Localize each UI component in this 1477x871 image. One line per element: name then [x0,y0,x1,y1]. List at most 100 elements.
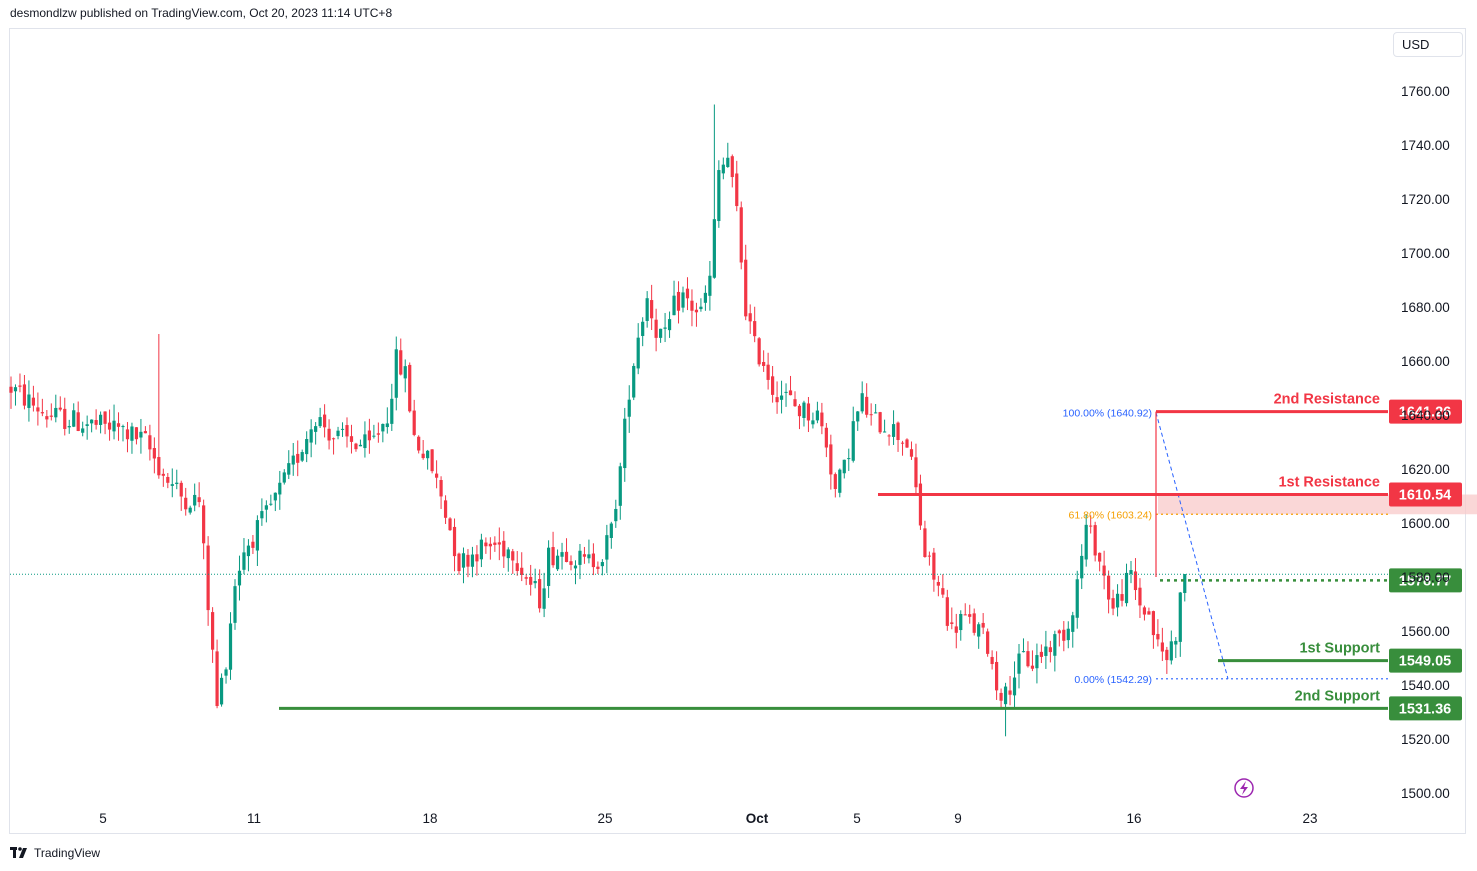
level-name-label: 1st Support [1299,641,1380,657]
candle-body [76,412,80,432]
level-price-tag-label: 1549.05 [1399,654,1451,670]
candle-body [941,588,945,595]
candle-body [573,565,578,569]
candle-body [1075,579,1079,618]
candle-body [1133,571,1138,591]
candle-body [1035,655,1039,669]
candle-body [394,349,398,398]
candle-body [538,579,542,609]
candle-body [421,453,425,459]
candle-body [1044,646,1048,656]
level-name-label: 1st Resistance [1278,475,1380,491]
candle-body [918,483,923,526]
y-tick-label: 1760.00 [1401,84,1450,99]
candle-body [891,424,896,437]
candle-body [1156,633,1160,640]
candle-body [72,410,76,427]
candle-body [824,427,828,448]
candle-body [878,412,882,433]
fib-trendline [1155,412,1229,679]
candle-body [488,543,492,547]
candle-body [963,614,967,616]
level-price-tag-label: 1641.26 [1399,405,1451,421]
candle-body [784,391,788,393]
candle-body [493,542,497,545]
candle-body [497,542,501,545]
candle-body [927,555,931,557]
lightning-icon [1234,778,1254,798]
candle-body [327,428,331,441]
candle-body [672,295,676,316]
candle-body [202,505,206,544]
candle-body [851,421,855,461]
x-tick-label: 25 [597,811,612,826]
candle-body [614,508,618,522]
candle-body [1026,651,1030,667]
candle-body [139,431,143,438]
footer-brand[interactable]: TradingView [10,846,100,860]
candle-body [260,511,264,519]
candle-body [228,623,233,670]
candle-body [287,463,291,475]
candle-body [116,423,121,427]
candle-body [278,482,282,495]
x-tick-label: Oct [746,811,769,826]
candle-body [273,492,277,501]
candle-body [1174,640,1178,645]
candle-body [900,442,905,444]
level-name-label: 2nd Resistance [1274,392,1380,408]
candle-body [609,523,613,538]
candle-body [484,542,488,547]
candle-body [381,423,385,432]
candle-body [811,420,815,425]
candle-body [636,337,640,369]
y-tick-label: 1620.00 [1401,462,1450,477]
candle-body [148,435,152,450]
candle-body [1147,611,1151,615]
candle-body [981,622,985,628]
currency-selector-button[interactable]: USD [1393,32,1463,57]
candle-body [896,422,900,441]
x-tick-label: 5 [853,811,861,826]
candle-body [197,497,201,503]
y-tick-label: 1600.00 [1401,516,1450,531]
candle-body [143,431,147,434]
y-tick-label: 1720.00 [1401,192,1450,207]
candle-body [699,306,703,310]
candle-body [771,376,775,395]
candle-body [479,539,483,560]
level-price-tag [1389,568,1462,593]
x-tick-label: 16 [1126,811,1141,826]
candle-body [237,570,242,586]
candle-body [735,173,739,207]
candle-body [829,444,833,475]
candle-body [676,291,681,311]
candle-body [349,436,354,442]
candle-body [564,551,569,563]
candle-body [376,433,380,435]
candle-body [560,552,564,557]
candle-body [372,435,376,437]
candle-body [883,431,887,433]
candle-body [412,410,416,435]
y-tick-label: 1640.00 [1401,408,1450,423]
candle-body [9,386,13,393]
candle-body [90,419,94,424]
y-tick-label: 1660.00 [1401,354,1450,369]
candle-body [188,507,192,513]
candle-body [22,384,27,406]
candle-body [515,563,519,571]
y-tick-label: 1680.00 [1401,300,1450,315]
candle-body [623,418,627,469]
candle-body [130,426,134,441]
candle-body [439,480,443,497]
candle-body [367,430,371,441]
candle-body [170,484,174,486]
candle-body [457,553,461,572]
candle-body [233,586,237,623]
candle-body [726,157,730,167]
level-price-tag-label: 1610.54 [1399,488,1451,504]
candle-body [1003,686,1008,705]
candle-body [390,398,394,424]
